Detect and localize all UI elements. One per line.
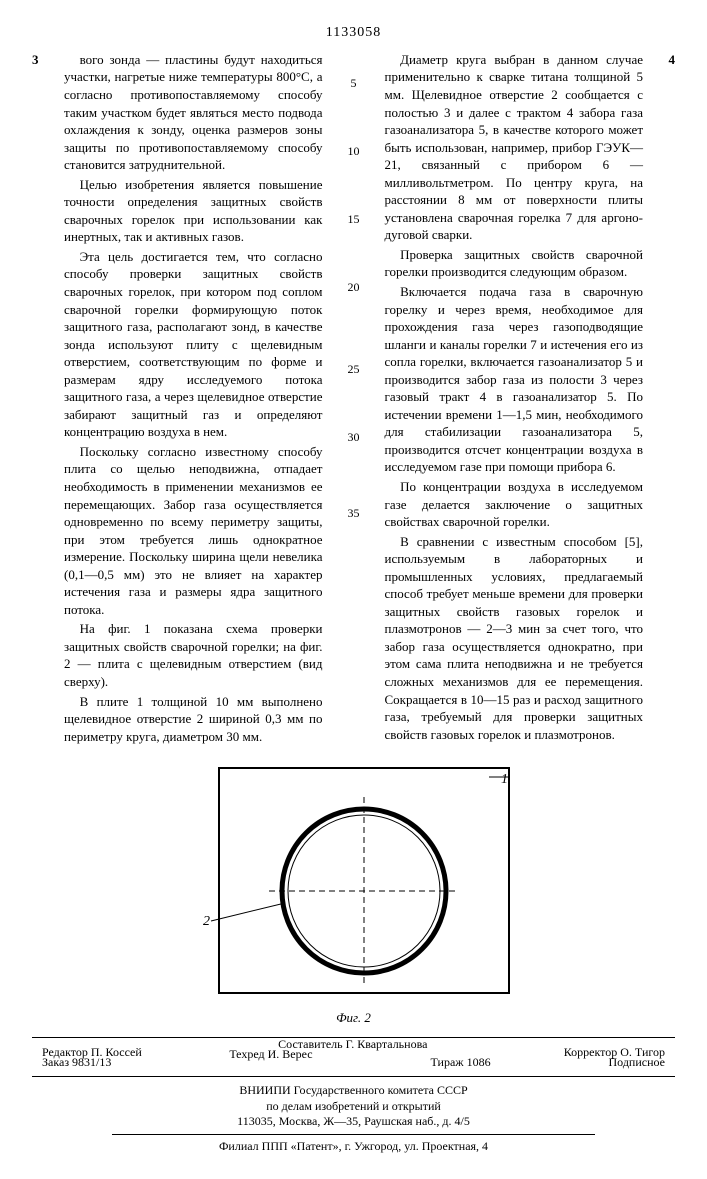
left-column: вого зонда — пластины будут находиться у… <box>64 51 323 747</box>
page-num-left: 3 <box>32 51 42 747</box>
page-num-right: 4 <box>665 51 675 747</box>
body-paragraph: Проверка защитных свойств сварочной горе… <box>385 246 644 281</box>
footer-line: по делам изобретений и открытий <box>32 1099 675 1115</box>
figure-2: 12 <box>32 763 675 1003</box>
line-marker: 15 <box>345 211 363 227</box>
document-number: 1133058 <box>32 24 675 43</box>
line-marker: 30 <box>345 429 363 445</box>
footer-line: 113035, Москва, Ж—35, Раушская наб., д. … <box>32 1114 675 1130</box>
body-paragraph: Диаметр круга выбран в данном случае при… <box>385 51 644 244</box>
line-marker: 35 <box>345 505 363 521</box>
body-paragraph: В сравнении с известным способом [5], ис… <box>385 533 644 744</box>
svg-text:1: 1 <box>501 772 508 787</box>
body-paragraph: Поскольку согласно известному способу пл… <box>64 443 323 618</box>
line-marker: 25 <box>345 361 363 377</box>
figure-svg: 12 <box>189 763 519 1003</box>
podpis-credit: Подписное <box>609 1054 666 1070</box>
order-credit: Заказ 9831/13 <box>42 1054 111 1070</box>
divider <box>112 1134 595 1135</box>
body-paragraph: На фиг. 1 показана схема проверки защитн… <box>64 620 323 690</box>
body-paragraph: Эта цель достигается тем, что согласно с… <box>64 248 323 441</box>
text-columns: 3 вого зонда — пластины будут находиться… <box>32 51 675 747</box>
svg-text:2: 2 <box>203 914 210 929</box>
body-paragraph: По концентрации воздуха в исследуемом га… <box>385 478 644 531</box>
footer-line: ВНИИПИ Государственного комитета СССР <box>32 1083 675 1099</box>
body-paragraph: вого зонда — пластины будут находиться у… <box>64 51 323 174</box>
line-number-gutter: 5 10 15 20 25 30 35 <box>345 51 363 747</box>
body-paragraph: В плите 1 толщиной 10 мм выполнено щелев… <box>64 693 323 746</box>
footer-block: ВНИИПИ Государственного комитета СССР по… <box>32 1083 675 1154</box>
body-paragraph: Целью изобретения является повышение точ… <box>64 176 323 246</box>
tirazh-credit: Тираж 1086 <box>431 1054 491 1070</box>
line-marker: 5 <box>345 75 363 91</box>
footer-line: Филиал ППП «Патент», г. Ужгород, ул. Про… <box>32 1139 675 1155</box>
body-paragraph: Включается подача газа в сварочную горел… <box>385 283 644 476</box>
figure-caption: Фиг. 2 <box>32 1009 675 1027</box>
divider <box>32 1076 675 1077</box>
right-column: Диаметр круга выбран в данном случае при… <box>385 51 644 747</box>
line-marker: 20 <box>345 279 363 295</box>
line-marker: 10 <box>345 143 363 159</box>
techred-credit: Техред И. Верес <box>229 1046 312 1062</box>
